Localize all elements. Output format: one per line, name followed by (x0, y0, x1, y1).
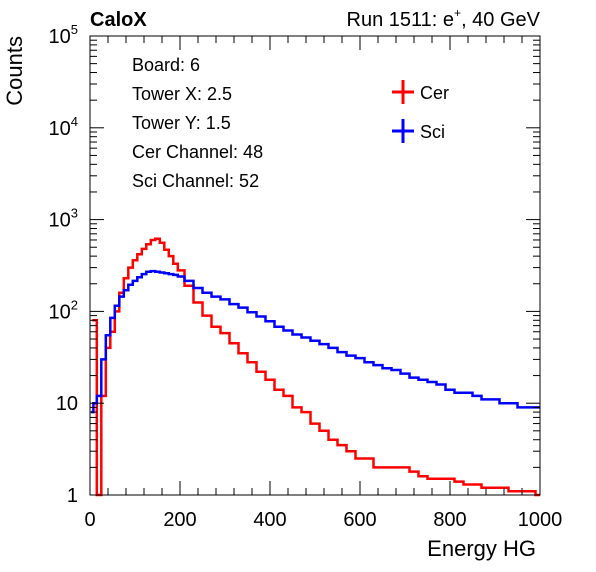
legend-sci-label: Sci (420, 122, 445, 142)
x-tick-label: 400 (253, 509, 286, 531)
y-axis-label: Counts (2, 36, 27, 106)
info-box (118, 44, 360, 200)
chart-right-title-prefix: Run 1511: e (347, 9, 455, 31)
plot-frame (89, 35, 541, 496)
x-tick-label: 0 (84, 509, 95, 531)
y-tick-label: 105 (49, 22, 78, 48)
y-tick-label: 10 (56, 393, 78, 415)
chart-right-title-sup: + (454, 6, 461, 20)
legend-cer-label: Cer (420, 83, 449, 103)
x-tick-label: 1000 (518, 509, 563, 531)
y-tick-label: 103 (49, 206, 78, 232)
legend: Cer Sci (392, 80, 449, 143)
legend-sci-marker (392, 119, 414, 143)
series-layer (91, 237, 540, 497)
chart-right-title-suffix: , 40 GeV (461, 9, 541, 31)
info-line-sci-channel: Sci Channel: 52 (132, 171, 259, 191)
info-line-tower-y: Tower Y: 1.5 (132, 113, 231, 133)
legend-cer-marker (392, 80, 414, 104)
tick-layer: 0 200 400 600 800 1000 1 10 102 103 104 105 (49, 22, 563, 531)
info-line-cer-channel: Cer Channel: 48 (132, 142, 263, 162)
y-tick-label: 104 (49, 114, 78, 140)
y-tick-label: 1 (67, 485, 78, 507)
y-tick-label: 102 (49, 297, 78, 323)
chart-left-title: CaloX (90, 9, 147, 31)
chart-right-title: Run 1511: e+, 40 GeV (347, 6, 541, 31)
series-sci-line (91, 269, 540, 414)
x-tick-label: 200 (163, 509, 196, 531)
info-line-board: Board: 6 (132, 55, 200, 75)
x-tick-label: 800 (433, 509, 466, 531)
x-tick-label: 600 (343, 509, 376, 531)
x-axis-label: Energy HG (427, 536, 536, 561)
series-cer-line (92, 237, 540, 497)
info-line-tower-x: Tower X: 2.5 (132, 84, 232, 104)
